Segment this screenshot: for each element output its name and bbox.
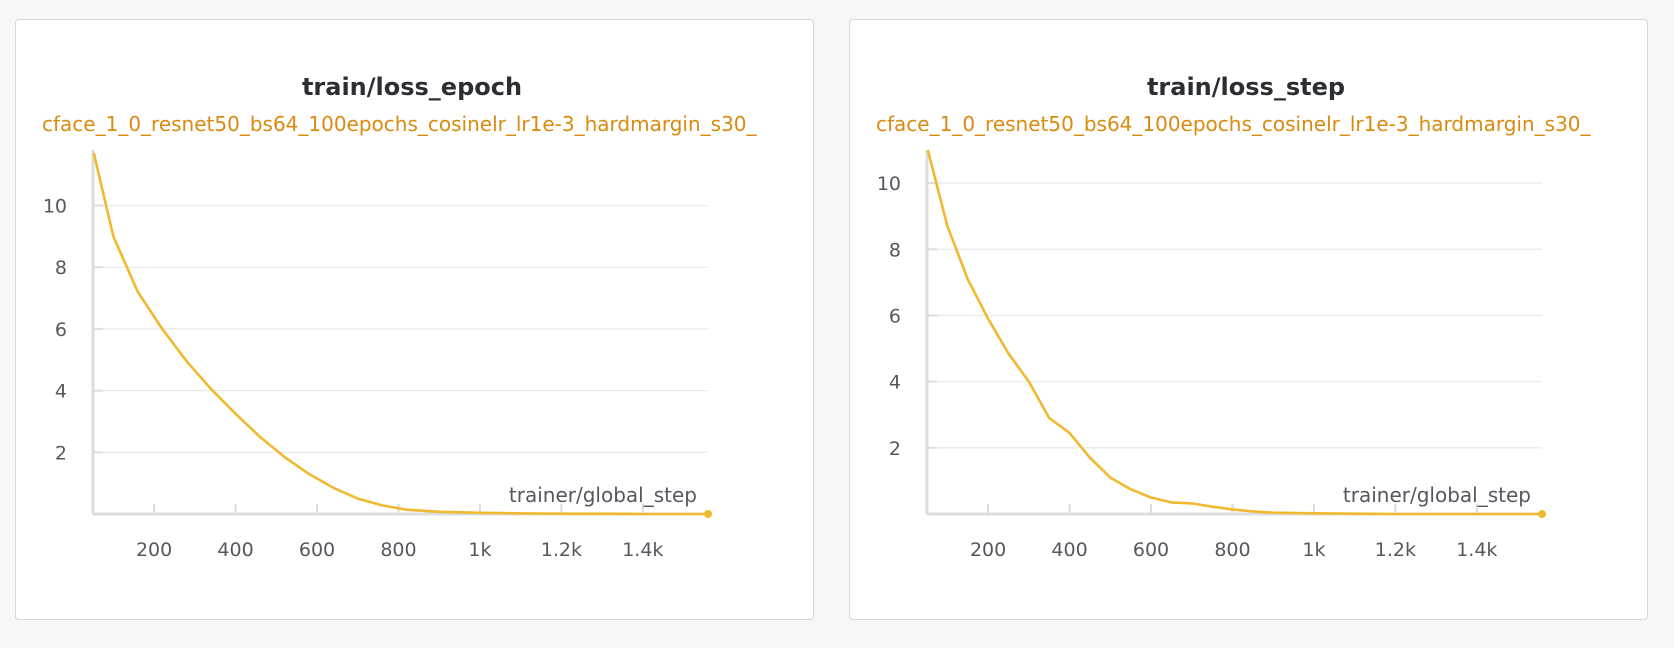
series-end-point[interactable] (1538, 510, 1546, 518)
x-tick-label: 600 (1133, 539, 1169, 561)
y-tick-label: 2 (889, 438, 901, 460)
y-tick-label: 10 (43, 196, 67, 218)
x-tick-label: 1.4k (1456, 539, 1497, 561)
x-tick-label: 1.4k (622, 539, 663, 561)
x-tick-label: 800 (1214, 539, 1250, 561)
loss-epoch-panel: train/loss_epoch cface_1_0_resnet50_bs64… (15, 19, 814, 620)
x-tick-label: 200 (970, 539, 1006, 561)
loss-series-line[interactable] (926, 149, 1542, 516)
x-tick-label: 400 (217, 539, 253, 561)
run-name-label: cface_1_0_resnet50_bs64_100epochs_cosine… (876, 112, 1592, 136)
y-tick-label: 8 (55, 257, 67, 279)
y-tick-label: 6 (55, 319, 67, 341)
x-axis-title: trainer/global_step (1343, 483, 1531, 507)
loss-step-chart: train/loss_step cface_1_0_resnet50_bs64_… (876, 73, 1592, 561)
x-tick-label: 200 (136, 539, 172, 561)
chart-title: train/loss_epoch (302, 73, 522, 101)
run-name-label: cface_1_0_resnet50_bs64_100epochs_cosine… (42, 112, 758, 136)
y-tick-label: 8 (889, 239, 901, 261)
chart-title: train/loss_step (1147, 73, 1345, 101)
y-tick-label: 2 (55, 442, 67, 464)
x-tick-label: 1.2k (541, 539, 582, 561)
loss-epoch-chart: train/loss_epoch cface_1_0_resnet50_bs64… (42, 73, 758, 561)
x-tick-label: 1k (468, 539, 491, 561)
y-tick-label: 6 (889, 305, 901, 327)
x-tick-label: 1.2k (1375, 539, 1416, 561)
series-end-point[interactable] (704, 510, 712, 518)
x-tick-label: 800 (380, 539, 416, 561)
y-tick-label: 4 (889, 372, 901, 394)
y-tick-label: 10 (877, 173, 901, 195)
y-tick-label: 4 (55, 381, 67, 403)
x-tick-label: 600 (299, 539, 335, 561)
x-tick-label: 400 (1051, 539, 1087, 561)
x-axis-title: trainer/global_step (509, 483, 697, 507)
loss-series-line[interactable] (92, 152, 708, 516)
x-tick-label: 1k (1302, 539, 1325, 561)
loss-step-panel: train/loss_step cface_1_0_resnet50_bs64_… (849, 19, 1648, 620)
